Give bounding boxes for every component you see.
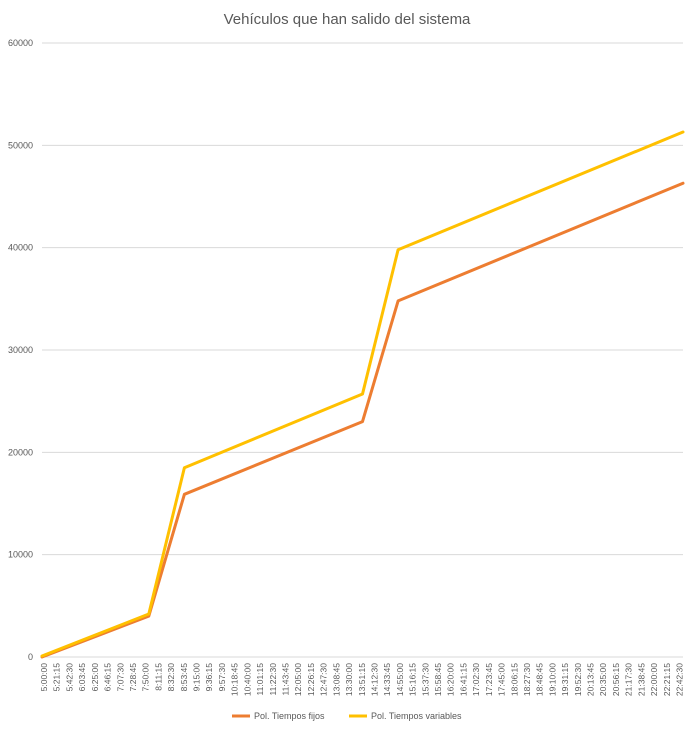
x-tick-label: 19:10:00 (547, 663, 557, 696)
y-tick-label: 10000 (8, 550, 33, 560)
x-tick-label: 15:37:30 (420, 663, 430, 696)
x-tick-label: 16:41:15 (458, 663, 468, 696)
x-tick-label: 5:42:30 (64, 663, 74, 692)
x-tick-label: 8:32:30 (166, 663, 176, 692)
x-tick-label: 7:07:30 (115, 663, 125, 692)
x-tick-label: 13:30:00 (344, 663, 354, 696)
x-tick-label: 22:21:15 (662, 663, 672, 696)
x-tick-label: 10:18:45 (230, 663, 240, 696)
x-tick-label: 6:25:00 (90, 663, 100, 692)
x-tick-label: 13:51:15 (357, 663, 367, 696)
x-tick-label: 16:20:00 (446, 663, 456, 696)
gridlines (42, 42, 683, 658)
x-tick-label: 21:38:45 (636, 663, 646, 696)
x-tick-label: 9:36:15 (204, 663, 214, 692)
x-tick-label: 19:31:15 (560, 663, 570, 696)
x-tick-label: 7:50:00 (141, 663, 151, 692)
x-tick-label: 11:01:15 (255, 663, 265, 696)
y-tick-label: 0 (28, 652, 33, 662)
x-tick-label: 21:17:30 (624, 663, 634, 696)
x-axis-ticks: 5:00:00 5:21:15 5:42:30 6:03:45 6:25:00 6:46:… (39, 663, 685, 696)
x-tick-label: 6:46:15 (103, 663, 113, 692)
x-tick-label: 19:52:30 (573, 663, 583, 696)
legend: Pol. Tiempos fijos Pol. Tiempos variables (232, 711, 462, 721)
legend-label: Pol. Tiempos fijos (254, 711, 325, 721)
y-tick-label: 60000 (8, 38, 33, 48)
x-tick-label: 18:48:45 (535, 663, 545, 696)
x-tick-label: 14:12:30 (369, 663, 379, 696)
x-tick-label: 18:27:30 (522, 663, 532, 696)
y-tick-label: 30000 (8, 345, 33, 355)
series-line-1 (40, 130, 685, 658)
y-axis-ticks: 0 10000 20000 30000 40000 50000 60000 (8, 38, 33, 662)
x-tick-label: 15:58:45 (433, 663, 443, 696)
x-tick-label: 12:47:30 (319, 663, 329, 696)
x-tick-label: 5:00:00 (39, 663, 49, 692)
x-tick-label: 12:26:15 (306, 663, 316, 696)
x-tick-label: 20:56:15 (611, 663, 621, 696)
x-tick-label: 14:55:00 (395, 663, 405, 696)
x-tick-label: 15:16:15 (408, 663, 418, 696)
x-tick-label: 10:40:00 (242, 663, 252, 696)
x-tick-label: 7:28:45 (128, 663, 138, 692)
legend-label: Pol. Tiempos variables (371, 711, 462, 721)
y-tick-label: 20000 (8, 447, 33, 457)
x-tick-label: 5:21:15 (52, 663, 62, 692)
x-tick-label: 14:33:45 (382, 663, 392, 696)
x-tick-label: 6:03:45 (77, 663, 87, 692)
series-line-0 (40, 181, 685, 659)
x-tick-label: 17:02:30 (471, 663, 481, 696)
x-tick-label: 22:00:00 (649, 663, 659, 696)
x-tick-label: 9:57:30 (217, 663, 227, 692)
x-tick-label: 9:15:00 (192, 663, 202, 692)
y-tick-label: 50000 (8, 140, 33, 150)
x-tick-label: 18:06:15 (509, 663, 519, 696)
chart-title: Vehículos que han salido del sistema (224, 11, 471, 28)
x-tick-label: 8:11:15 (153, 663, 163, 691)
series-lines (40, 130, 685, 659)
x-tick-label: 8:53:45 (179, 663, 189, 692)
x-tick-label: 11:22:30 (268, 663, 278, 696)
x-tick-label: 17:23:45 (484, 663, 494, 696)
x-tick-label: 20:35:00 (598, 663, 608, 696)
y-tick-label: 40000 (8, 243, 33, 253)
x-tick-label: 11:43:45 (280, 663, 290, 696)
x-tick-label: 13:08:45 (331, 663, 341, 696)
x-tick-label: 12:05:00 (293, 663, 303, 696)
x-tick-label: 22:42:30 (675, 663, 685, 696)
x-tick-label: 20:13:45 (586, 663, 596, 696)
x-tick-label: 17:45:00 (497, 663, 507, 696)
